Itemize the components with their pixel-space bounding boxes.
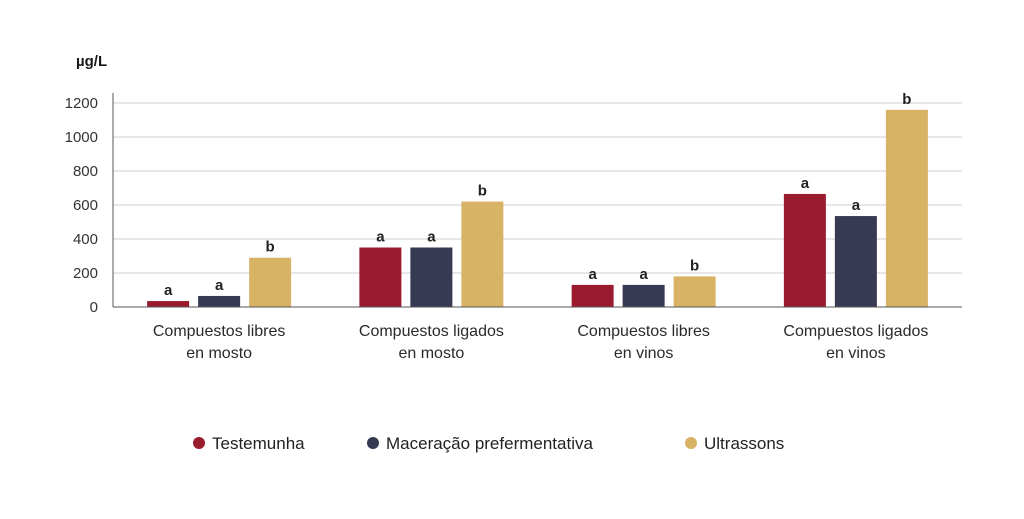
legend-label: Testemunha xyxy=(212,434,305,453)
legend-label: Ultrassons xyxy=(704,434,784,453)
y-tick-label: 800 xyxy=(73,163,98,180)
legend-marker xyxy=(685,437,697,449)
y-tick-label: 600 xyxy=(73,197,98,214)
legend: Testemunha Maceração prefermentativa Ultra… xyxy=(193,434,784,453)
y-axis-unit-label: µg/L xyxy=(76,53,107,70)
significance-label: a xyxy=(852,197,861,214)
x-axis-categories: Compuestos libres en mosto Compuestos liga… xyxy=(153,323,928,362)
x-category-label: Compuestos libres xyxy=(577,323,710,340)
x-category-label: Compuestos ligados xyxy=(359,323,504,340)
bar xyxy=(249,257,292,307)
x-category-label: en vinos xyxy=(826,345,886,362)
bar xyxy=(461,201,504,307)
bar xyxy=(834,216,877,307)
bar xyxy=(885,109,928,307)
y-tick-label: 1000 xyxy=(65,129,98,146)
x-category-label: Compuestos ligados xyxy=(783,323,928,340)
bar xyxy=(673,276,716,307)
significance-label: a xyxy=(801,175,810,192)
y-tick-label: 0 xyxy=(90,299,98,316)
significance-labels: a a b a a b a a b a a b xyxy=(164,91,912,299)
bar xyxy=(622,284,665,307)
bar xyxy=(198,295,241,307)
x-category-label: Compuestos libres xyxy=(153,323,286,340)
y-tick-label: 200 xyxy=(73,265,98,282)
significance-label: b xyxy=(690,257,699,274)
gridlines xyxy=(113,102,962,274)
y-tick-label: 400 xyxy=(73,231,98,248)
bar xyxy=(147,301,190,307)
legend-marker xyxy=(193,437,205,449)
bars xyxy=(147,109,928,307)
significance-label: b xyxy=(902,91,911,108)
x-category-label: en vinos xyxy=(614,345,674,362)
y-tick-label: 1200 xyxy=(65,95,98,112)
significance-label: a xyxy=(376,229,385,246)
legend-marker xyxy=(367,437,379,449)
bar xyxy=(571,284,614,307)
significance-label: a xyxy=(639,266,648,283)
bar xyxy=(410,247,453,307)
legend-label: Maceração prefermentativa xyxy=(386,434,593,453)
significance-label: a xyxy=(427,229,436,246)
significance-label: a xyxy=(588,266,597,283)
x-category-label: en mosto xyxy=(186,345,252,362)
significance-label: b xyxy=(478,183,487,200)
x-category-label: en mosto xyxy=(398,345,464,362)
y-axis-ticks: 0 200 400 600 800 1000 1200 xyxy=(65,95,98,316)
bar xyxy=(783,193,826,307)
significance-label: a xyxy=(215,277,224,294)
significance-label: b xyxy=(266,239,275,256)
significance-label: a xyxy=(164,282,173,299)
bar xyxy=(359,247,402,307)
